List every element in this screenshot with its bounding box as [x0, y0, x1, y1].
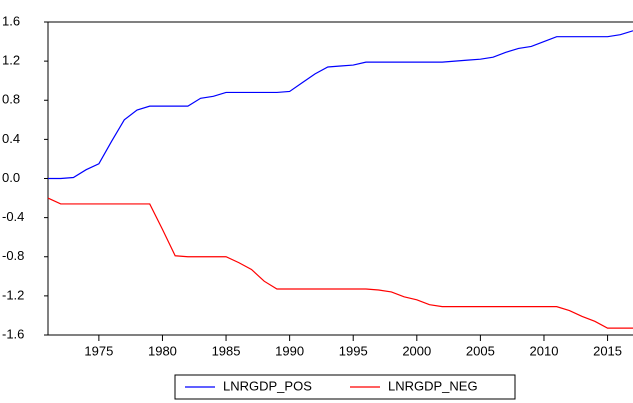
y-tick-label: -0.8 — [2, 248, 24, 263]
y-tick-label: -1.6 — [2, 326, 24, 341]
y-tick-label: 0.4 — [2, 131, 20, 146]
x-tick-label: 2005 — [466, 343, 495, 358]
x-tick-label: 2015 — [593, 343, 622, 358]
y-tick-label: 1.2 — [2, 53, 20, 68]
x-tick-label: 1985 — [212, 343, 241, 358]
series-line — [48, 30, 633, 180]
y-tick-label: 1.6 — [2, 13, 20, 28]
x-tick-label: 1995 — [339, 343, 368, 358]
x-tick-label: 2010 — [530, 343, 559, 358]
y-tick-label: 0.8 — [2, 92, 20, 107]
y-tick-label: -1.2 — [2, 287, 24, 302]
legend-box — [174, 374, 516, 400]
y-tick-label: -0.4 — [2, 209, 24, 224]
x-tick-label: 1980 — [148, 343, 177, 358]
series-line — [47, 197, 633, 329]
x-tick-label: 2000 — [402, 343, 431, 358]
x-tick-label: 1975 — [84, 343, 113, 358]
y-tick-label: 0.0 — [2, 170, 20, 185]
legend-label: LNRGDP_NEG — [388, 378, 478, 393]
x-tick-label: 1990 — [275, 343, 304, 358]
legend-label: LNRGDP_POS — [223, 378, 312, 393]
